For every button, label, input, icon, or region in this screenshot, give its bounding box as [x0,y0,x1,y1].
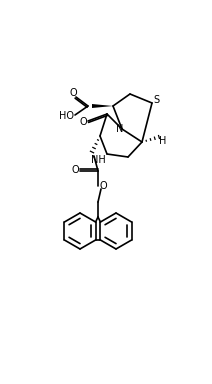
Text: N: N [116,124,124,134]
Text: O: O [99,181,107,191]
Text: S: S [153,95,159,105]
Text: HO: HO [60,111,74,121]
Text: H: H [159,136,167,146]
Text: O: O [69,88,77,98]
Text: O: O [79,117,87,127]
Text: O: O [71,165,79,175]
Text: NH: NH [91,155,105,165]
Polygon shape [92,104,113,108]
